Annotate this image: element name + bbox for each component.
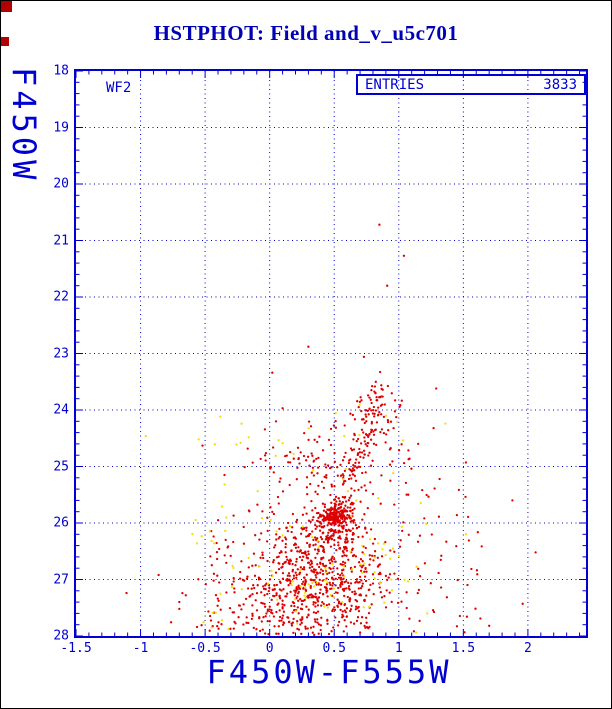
plot-area	[74, 69, 588, 638]
stars-secondary-points	[144, 403, 468, 634]
plot-title: HSTPHOT: Field and_v_u5c701	[153, 21, 459, 45]
y-tick-label: 24	[53, 402, 69, 418]
y-tick-label: 20	[53, 176, 69, 192]
window-corner-mark	[1, 1, 12, 12]
x-tick-label: 0.5	[322, 641, 346, 656]
y-tick-label: 18	[53, 63, 69, 79]
entries-count: 3833	[543, 76, 577, 93]
y-tick-label: 25	[53, 459, 69, 474]
y-tick-label: 21	[53, 233, 69, 248]
scatter-canvas	[76, 71, 586, 636]
entries-label: ENTRIES	[365, 76, 425, 93]
y-tick-label: 28	[53, 628, 69, 644]
y-tick-label: 26	[53, 515, 69, 531]
detector-label: WF2	[106, 80, 132, 96]
x-tick-label: 0	[265, 641, 274, 656]
y-tick-label: 23	[53, 346, 69, 361]
y-tick-label: 19	[53, 120, 69, 135]
x-axis-title: F450W-F555W	[206, 653, 452, 691]
stars-primary-points	[125, 223, 537, 636]
y-tick-label: 22	[53, 289, 69, 305]
x-tick-label: -0.5	[189, 641, 221, 656]
x-tick-label: 1	[394, 641, 403, 656]
x-tick-label: 2	[523, 641, 532, 656]
window-edge-mark	[1, 37, 9, 46]
x-tick-label: 1.5	[451, 641, 476, 656]
entries-box: ENTRIES 3833	[356, 74, 586, 95]
y-tick-label: 27	[53, 572, 69, 587]
x-tick-label: -1	[132, 641, 149, 656]
x-tick-label: -1.5	[60, 641, 92, 656]
